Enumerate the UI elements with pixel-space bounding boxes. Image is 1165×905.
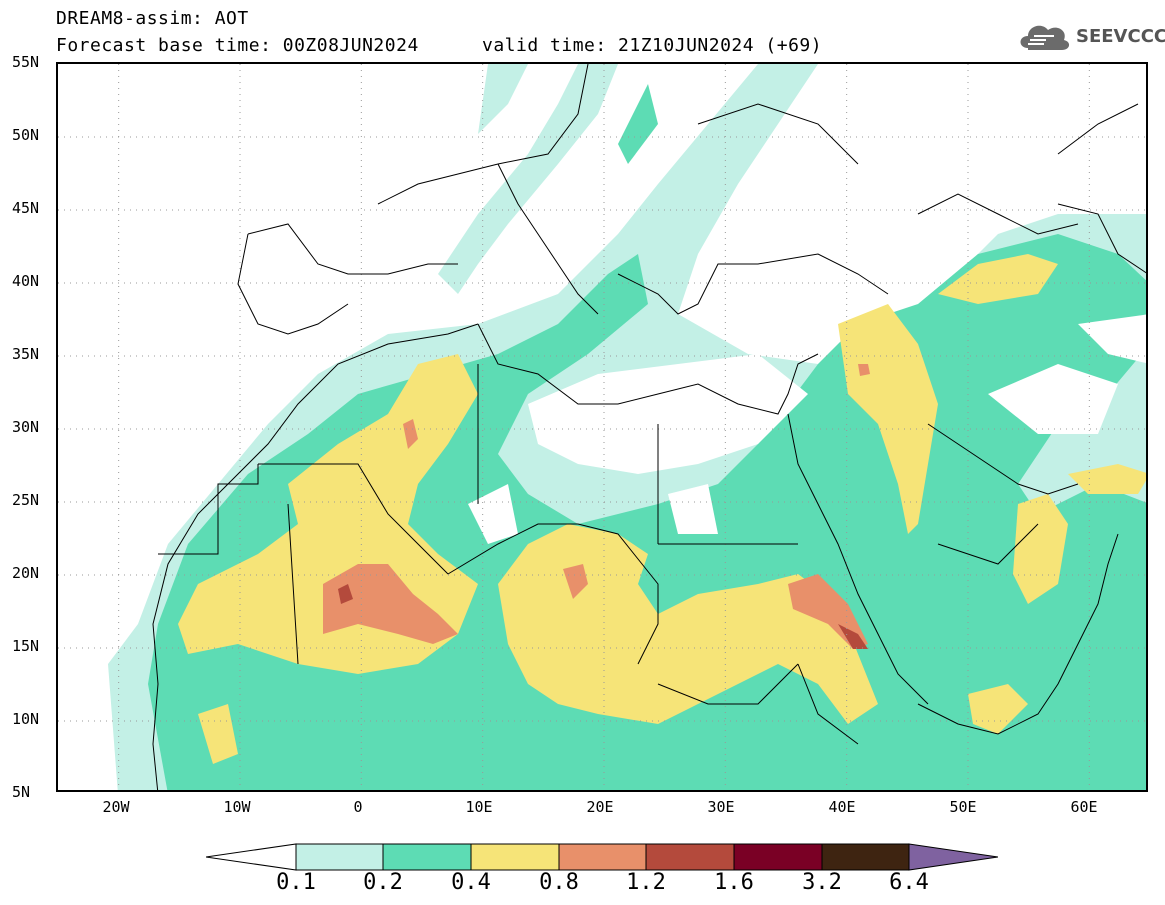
lat-label: 10N: [12, 710, 40, 728]
colorbar-segment: [733, 843, 823, 871]
colorbar-segment: [206, 843, 297, 871]
coastlines: [152, 64, 1146, 790]
colorbar-label: 0.1: [276, 870, 316, 895]
colorbar-label: 1.2: [626, 870, 666, 895]
lat-label: 15N: [12, 637, 40, 655]
lat-label: 35N: [12, 345, 40, 363]
colorbar-label: 0.8: [539, 870, 579, 895]
colorbar-segment: [295, 843, 384, 871]
lon-label: 10E: [465, 798, 493, 816]
colorbar-segment: [558, 843, 647, 871]
lat-label: 55N: [12, 53, 40, 71]
clear-region: [468, 314, 1146, 544]
colorbar-label: 0.2: [363, 870, 403, 895]
colorbar-segment: [382, 843, 472, 871]
seevccc-logo: SEEVCCC: [1016, 18, 1165, 58]
colorbar-label: 0.4: [451, 870, 491, 895]
lat-label: 40N: [12, 272, 40, 290]
colorbar: [206, 843, 998, 871]
lat-label: 5N: [12, 783, 31, 801]
lat-label: 50N: [12, 126, 40, 144]
colorbar-label: 3.2: [802, 870, 842, 895]
lon-label: 30E: [707, 798, 735, 816]
lon-label: 50E: [949, 798, 977, 816]
gridlines: [58, 64, 1146, 790]
lat-label: 30N: [12, 418, 40, 436]
logo-text: SEEVCCC: [1076, 26, 1165, 47]
lat-label: 25N: [12, 491, 40, 509]
map-title: DREAM8-assim: AOT: [56, 8, 249, 29]
lon-label: 0: [353, 798, 363, 816]
cloud-logo-icon: [1020, 25, 1070, 50]
colorbar-segment: [645, 843, 735, 871]
lon-label: 10W: [223, 798, 251, 816]
colorbar-segment: [821, 843, 910, 871]
colorbar-label: 1.6: [714, 870, 754, 895]
colorbar-segment: [470, 843, 560, 871]
colorbar-segment: [908, 843, 998, 871]
colorbar-label: 6.4: [889, 870, 929, 895]
lat-label: 20N: [12, 564, 40, 582]
lon-label: 20E: [586, 798, 614, 816]
aot-map: [56, 62, 1148, 792]
valid-time: valid time: 21Z10JUN2024 (+69): [482, 35, 823, 56]
aot-field: [58, 64, 1146, 790]
forecast-base-time: Forecast base time: 00Z08JUN2024: [56, 35, 419, 56]
lon-label: 20W: [102, 798, 130, 816]
lon-label: 60E: [1070, 798, 1098, 816]
aot-1.2-1.6-band: [338, 584, 868, 649]
lon-label: 40E: [828, 798, 856, 816]
lat-label: 45N: [12, 199, 40, 217]
